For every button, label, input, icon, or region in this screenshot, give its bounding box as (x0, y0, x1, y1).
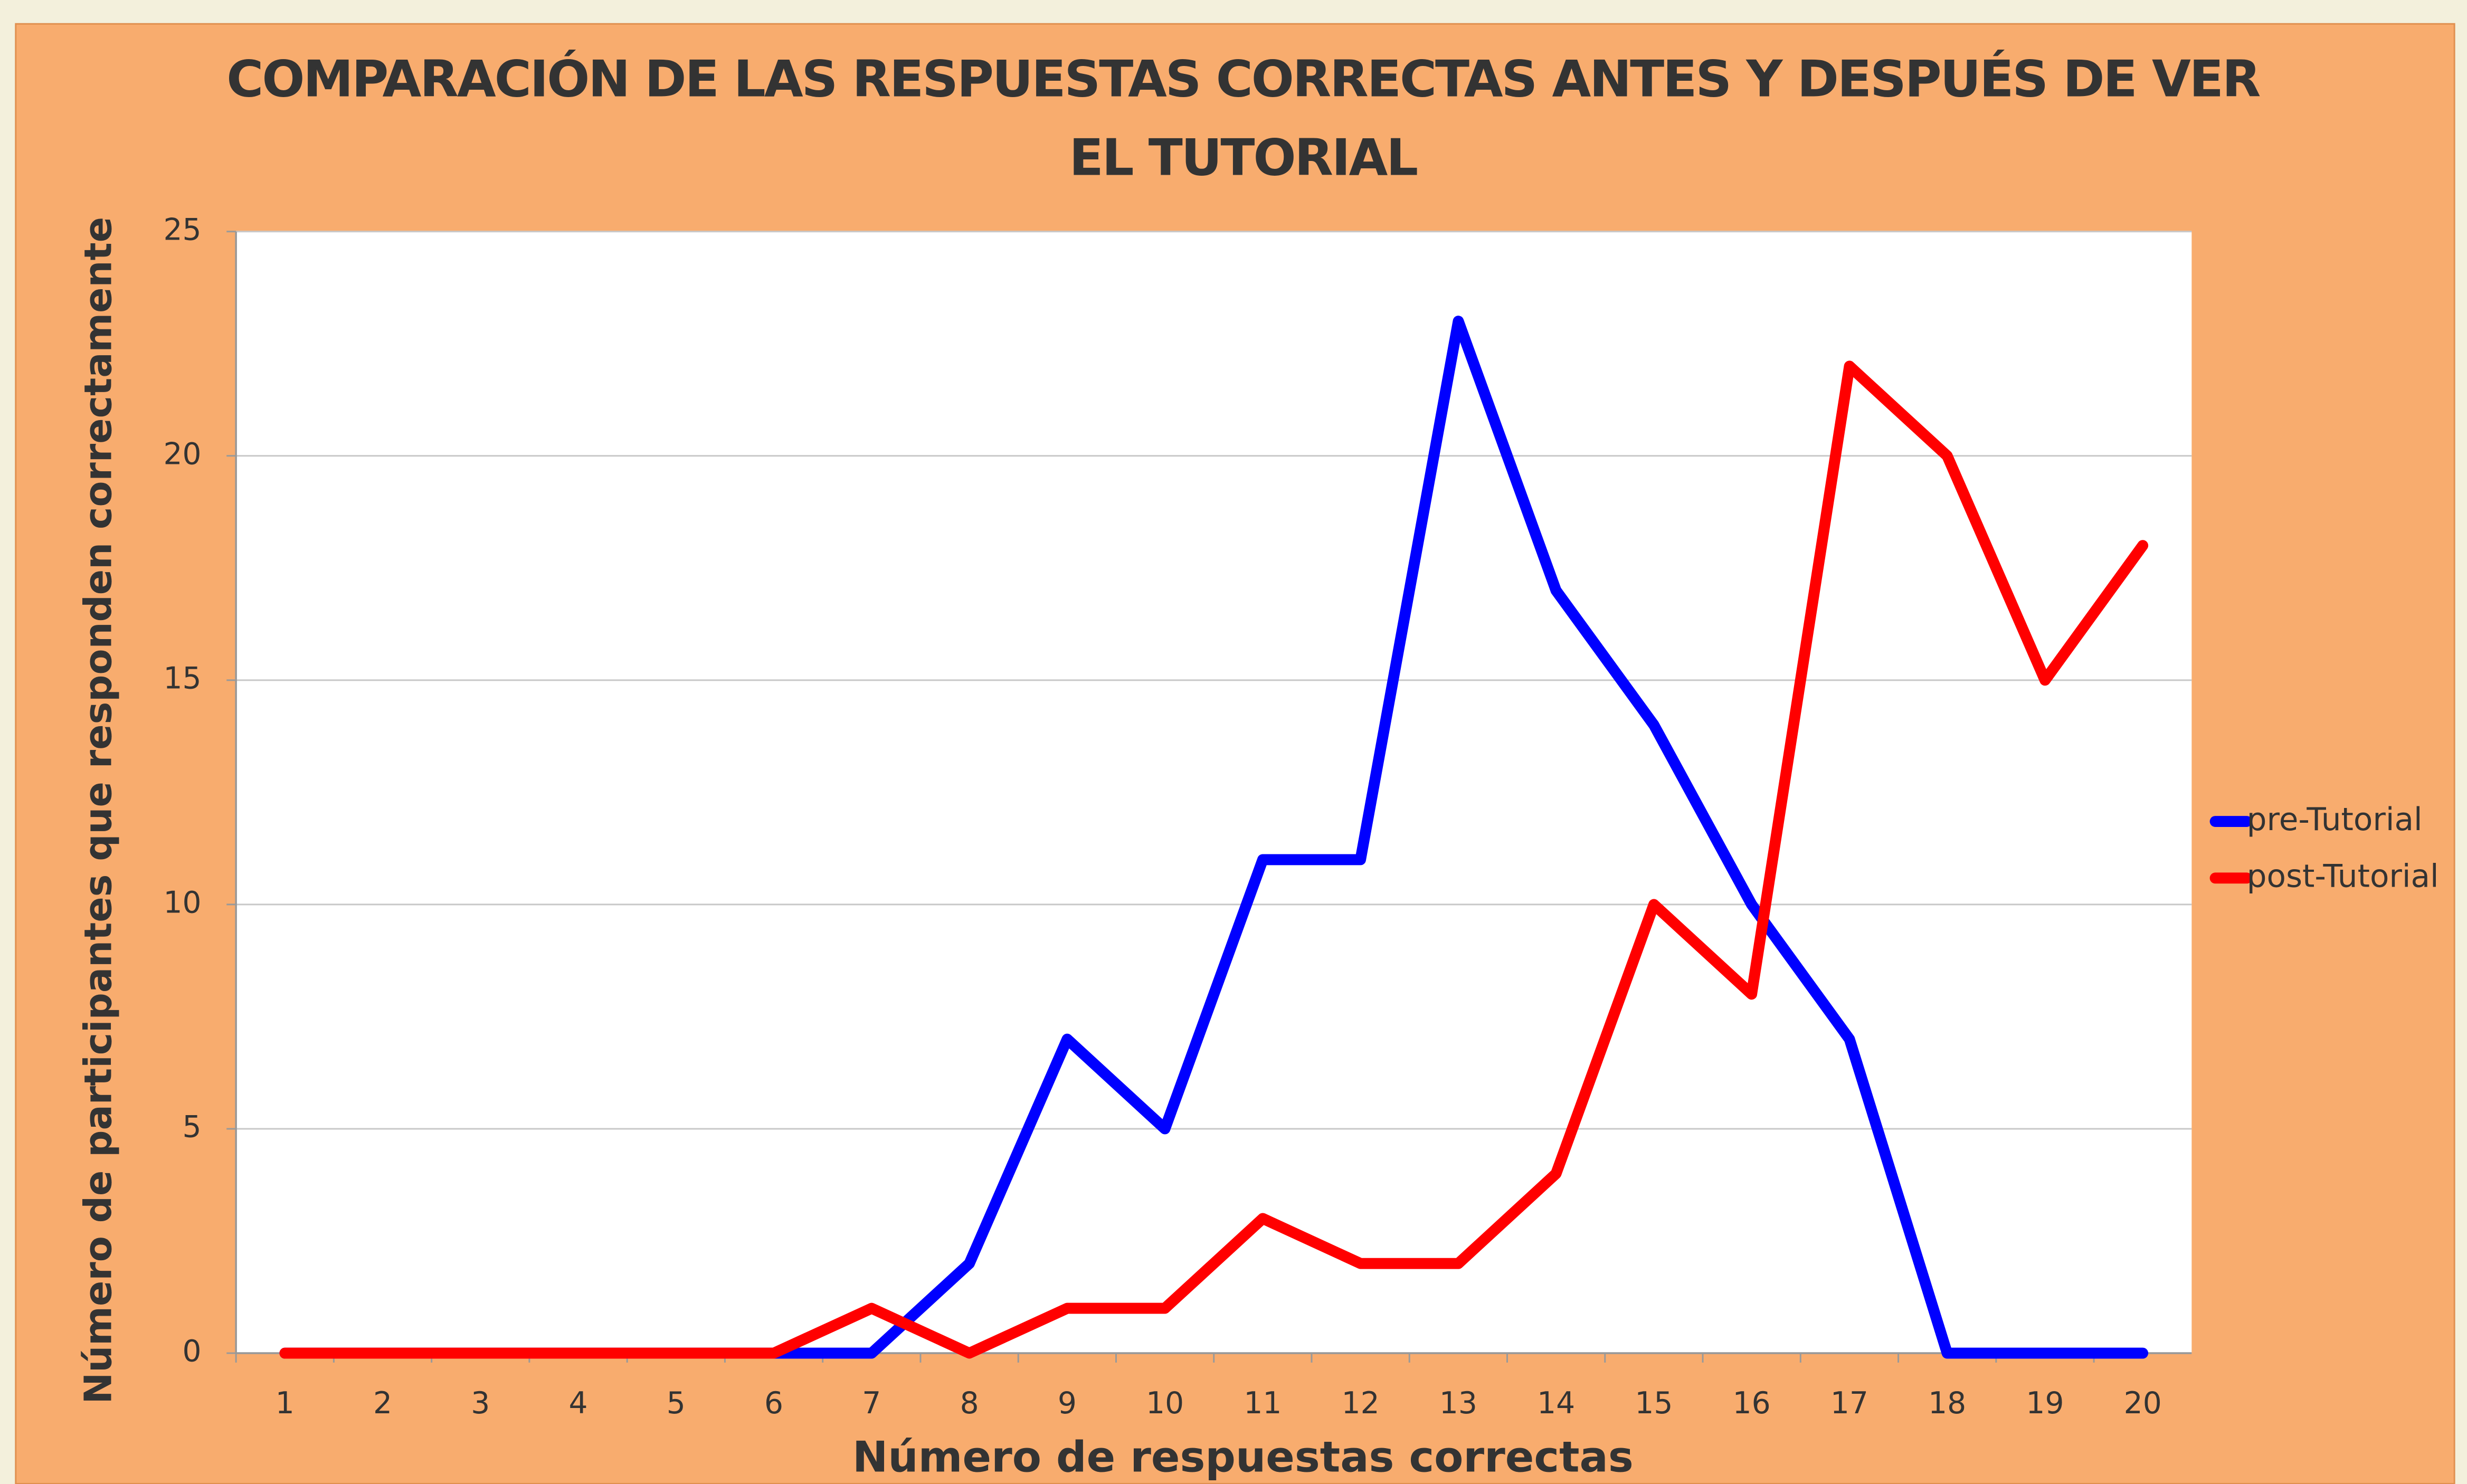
y-tick-label: 10 (163, 886, 201, 920)
y-tick-label: 15 (163, 661, 201, 696)
legend-label: pre-Tutorial (2247, 802, 2423, 838)
x-tick-label: 9 (1058, 1386, 1077, 1421)
x-tick-label: 11 (1244, 1386, 1282, 1421)
x-tick-label: 19 (2026, 1386, 2064, 1421)
x-tick-label: 15 (1635, 1386, 1673, 1421)
x-tick-label: 12 (1342, 1386, 1380, 1421)
y-tick-label: 5 (183, 1110, 202, 1145)
x-tick-label: 5 (667, 1386, 686, 1421)
x-tick-label: 4 (569, 1386, 588, 1421)
x-tick-label: 17 (1830, 1386, 1868, 1421)
y-tick-label: 0 (183, 1334, 202, 1369)
x-tick-label: 8 (960, 1386, 979, 1421)
y-axis-label: Número de participantes que responden co… (76, 217, 120, 1404)
x-tick-label: 16 (1733, 1386, 1771, 1421)
x-tick-label: 1 (276, 1386, 295, 1421)
plot-area (236, 231, 2192, 1354)
chart-title: COMPARACIÓN DE LAS RESPUESTAS CORRECTAS … (226, 49, 2261, 188)
x-tick-label: 13 (1439, 1386, 1477, 1421)
legend-label: post-Tutorial (2247, 858, 2439, 895)
x-tick-label: 18 (1928, 1386, 1966, 1421)
x-tick-label: 3 (471, 1386, 490, 1421)
line-series (279, 360, 2149, 1359)
x-tick-label: 10 (1146, 1386, 1184, 1421)
x-axis-label: Número de respuestas correctas (852, 1432, 1634, 1482)
x-tick-label: 7 (862, 1386, 881, 1421)
x-tick-label: 6 (764, 1386, 783, 1421)
y-tick-label: 25 (163, 212, 201, 247)
x-tick-label: 14 (1537, 1386, 1575, 1421)
y-tick-label: 20 (163, 436, 201, 471)
title-box: COMPARACIÓN DE LAS RESPUESTAS CORRECTAS … (226, 49, 2261, 188)
x-tick-label: 2 (373, 1386, 392, 1421)
x-tick-label: 20 (2124, 1386, 2162, 1421)
